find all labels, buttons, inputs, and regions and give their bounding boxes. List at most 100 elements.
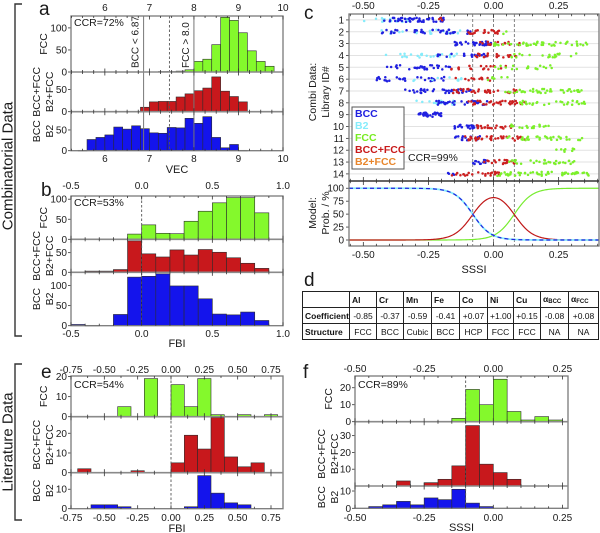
structure-cell: FCC [349,323,377,340]
scatter-point-fcc [515,90,519,94]
y-tick-label: 0 [61,146,67,157]
histogram-bar [202,58,213,73]
scatter-point-bcc [482,158,486,162]
x-tick-label-top: 8 [191,3,197,14]
scatter-point-bcc [388,19,392,22]
scatter-point-bcc-plus-fcc [516,135,519,138]
coefficient-cell: -0.85 [349,307,377,324]
scatter-point-bcc-plus-fcc [473,91,477,95]
panel-letter-e: e [41,362,52,383]
table-col-header: Fe [431,291,460,308]
scatter-point-bcc-plus-fcc [504,125,507,128]
scatter-point-fcc [511,64,515,68]
x-tick-label-top: 0.00 [161,365,181,376]
scatter-point-fcc [578,90,581,94]
x-tick-label-top: -0.5 [62,181,80,192]
scatter-point-bcc [460,100,463,103]
scatter-point-bcc-plus-fcc [487,68,490,71]
scatter-point-fcc [540,41,544,44]
y-tick-label: 0 [61,504,67,515]
histogram-bar [169,249,185,273]
histogram-bar [202,87,213,112]
scatter-point-bcc [418,17,421,20]
scatter-point-bcc-plus-fcc [481,172,484,175]
scatter-point-fcc [529,89,532,92]
scatter-point-bcc-plus-fcc [463,135,467,138]
x-tick-label-top: 1.0 [276,181,290,192]
scatter-point-fcc [545,89,549,92]
scatter-point-bcc-plus-fcc [468,64,471,68]
ccr-annotation: CCR=53% [74,197,124,209]
scatter-point-bcc [447,89,451,92]
y-tick-label: 100 [50,281,67,292]
x-tick-label-bottom: -0.25 [413,513,436,524]
table-corner-cell [302,291,350,308]
histogram-bar [149,132,159,151]
scatter-point-bcc-plus-fcc [467,78,470,82]
scatter-point-bcc-plus-fcc [480,126,484,130]
scatter-point-fcc [528,102,531,105]
scatter-point-bcc-plus-fcc [484,174,487,177]
histogram-bar [131,125,141,151]
y-tick-label: 10 [56,485,68,496]
scatter-point-bcc-plus-fcc [452,88,456,92]
x-tick-label-top: -0.25 [413,364,436,375]
scatter-point-bcc [393,31,396,34]
scatter-point-fcc [525,102,528,106]
scatter-point-fcc [555,148,558,151]
ccr-annotation: CCR=72% [74,17,124,29]
scatter-point-bcc [441,29,445,32]
histogram-bar [240,197,256,240]
scatter-point-bcc-plus-fcc [472,90,475,93]
scatter-point-fcc [493,65,497,69]
scatter-point-fcc [544,173,548,177]
scatter-point-bcc [470,124,473,127]
table-col-header: Ni [487,291,514,308]
scatter-point-fcc [515,67,519,71]
y-tick-label: 10 [56,392,68,403]
scatter-point-fcc [521,53,524,57]
scatter-point-fcc [561,171,564,175]
threshold-annotation: BCC < 6.87 [131,16,142,68]
panel-c-sssi-scatter-and-model: c 1234567891011121314BCCB2FCCBCC+FCCB2+FC… [304,1,600,276]
scatter-point-fcc [504,66,508,69]
scatter-point-bcc-plus-fcc [513,139,517,142]
scatter-point-b2 [421,100,424,104]
scatter-point-bcc [466,42,470,45]
scatter-point-bcc-plus-fcc [467,31,470,34]
subplot-bcc-plus-fcc-b2-plus-fcc: 10 20 30 BCC+FCC B2+FCC [316,425,522,487]
y-tick-label: 20 [56,429,68,440]
scatter-point-bcc-plus-fcc [480,78,484,81]
scatter-point-bcc-plus-fcc [486,53,489,57]
scatter-point-bcc [480,53,483,57]
scatter-point-fcc [570,103,574,106]
histogram-bar [465,425,480,487]
subplot-bcc-b2: 0 10 BCC B2 [31,475,252,515]
scatter-point-bcc-plus-fcc [513,102,517,106]
scatter-point-fcc [503,171,506,174]
scatter-point-bcc-plus-fcc [486,124,490,127]
histogram-bar [465,502,480,509]
scatter-point-b2 [448,76,451,79]
scatter-point-fcc [547,42,551,46]
scatter-point-bcc [464,40,468,44]
scatter-point-bcc [415,90,419,93]
scatter-point-bcc [440,101,443,104]
scatter-point-bcc-plus-fcc [489,64,492,68]
scatter-point-bcc-plus-fcc [502,135,505,138]
histogram-bar [220,90,230,113]
scatter-point-bcc [478,162,482,166]
scatter-point-bcc-plus-fcc [470,77,473,80]
scatter-point-fcc [536,67,539,71]
scatter-point-bcc [465,124,469,127]
scatter-point-fcc [582,171,586,174]
structure-cell: BCC [431,323,460,340]
scatter-point-fcc [516,43,519,46]
histogram-bar [170,462,185,474]
scatter-point-bcc-plus-fcc [514,99,518,103]
scatter-point-bcc-plus-fcc [497,54,500,57]
scatter-point-b2 [453,54,456,58]
histogram-bar [141,253,157,273]
library-id-label: 6 [338,75,344,86]
